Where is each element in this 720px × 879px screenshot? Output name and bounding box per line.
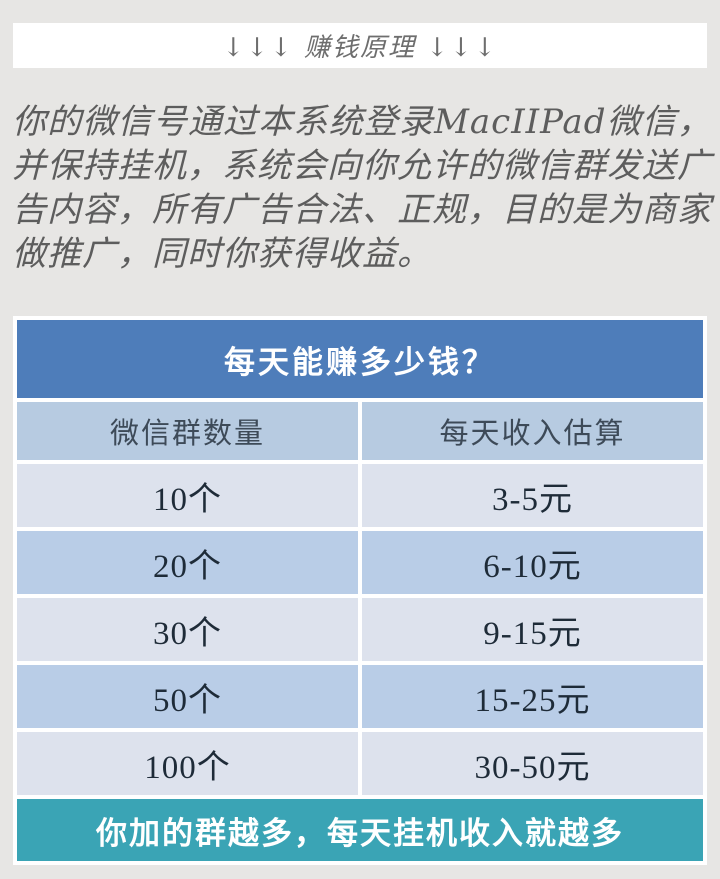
column-header-group-count: 微信群数量	[17, 402, 358, 460]
earnings-table: 每天能赚多少钱？ 微信群数量 每天收入估算 10个 3-5元 20个 6-10元…	[13, 316, 707, 865]
table-footer-note: 你加的群越多，每天挂机收入就越多	[17, 799, 703, 861]
income-cell: 3-5元	[362, 464, 703, 527]
header-banner: ↓↓↓ 赚钱原理 ↓↓↓	[13, 23, 707, 68]
page-title: ↓↓↓ 赚钱原理 ↓↓↓	[222, 33, 498, 63]
income-cell: 15-25元	[362, 665, 703, 728]
table-row: 50个 15-25元	[17, 665, 703, 728]
column-header-daily-income: 每天收入估算	[362, 402, 703, 460]
income-cell: 9-15元	[362, 598, 703, 661]
group-count-cell: 10个	[17, 464, 358, 527]
group-count-cell: 50个	[17, 665, 358, 728]
table-header-row: 微信群数量 每天收入估算	[17, 402, 703, 460]
income-cell: 6-10元	[362, 531, 703, 594]
table-row: 100个 30-50元	[17, 732, 703, 795]
income-cell: 30-50元	[362, 732, 703, 795]
group-count-cell: 20个	[17, 531, 358, 594]
table-row: 30个 9-15元	[17, 598, 703, 661]
table-row: 20个 6-10元	[17, 531, 703, 594]
group-count-cell: 100个	[17, 732, 358, 795]
table-title: 每天能赚多少钱？	[17, 320, 703, 398]
table-row: 10个 3-5元	[17, 464, 703, 527]
intro-paragraph: 你的微信号通过本系统登录MacIIPad微信，并保持挂机，系统会向你允许的微信群…	[12, 102, 712, 274]
group-count-cell: 30个	[17, 598, 358, 661]
